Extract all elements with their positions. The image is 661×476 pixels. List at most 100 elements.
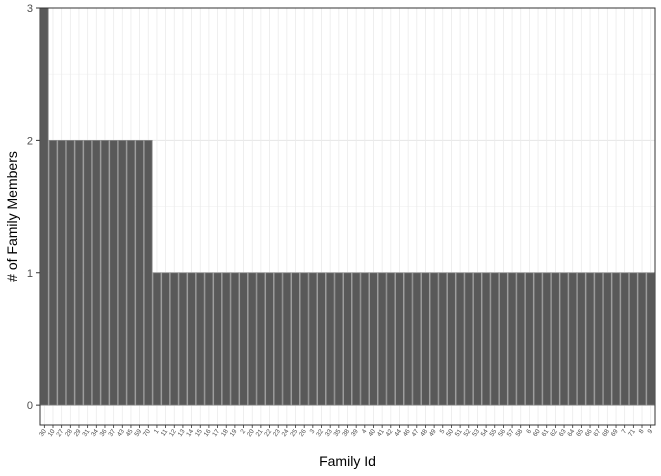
x-tick-label: 12 — [168, 428, 178, 438]
bar — [542, 272, 552, 406]
bars-layer — [40, 7, 655, 406]
x-tick-label: 59 — [133, 428, 143, 438]
x-tick-label: 25 — [289, 428, 299, 438]
bar — [291, 272, 300, 406]
x-tick-label: 45 — [125, 428, 135, 438]
bar — [83, 139, 92, 406]
x-axis-title: Family Id — [319, 453, 376, 469]
bar — [48, 139, 58, 406]
bar — [551, 272, 560, 406]
x-tick-label: 33 — [324, 428, 334, 438]
bar — [195, 272, 205, 406]
x-tick-label: 17 — [211, 428, 221, 438]
x-tick-label: 42 — [385, 428, 395, 438]
bar — [533, 272, 543, 406]
x-tick-label: 43 — [116, 428, 126, 438]
x-tick-label: 8 — [638, 428, 646, 435]
bar — [412, 272, 422, 406]
bar — [265, 272, 274, 406]
x-tick-label: 1 — [153, 428, 161, 435]
bar — [325, 272, 335, 406]
bar — [525, 272, 534, 406]
bar — [256, 272, 266, 406]
x-tick-label: 34 — [90, 428, 100, 438]
bar — [369, 272, 378, 406]
bar — [429, 272, 439, 406]
x-tick-label: 46 — [402, 428, 412, 438]
x-tick-label: 58 — [514, 428, 524, 438]
bar — [603, 272, 612, 406]
x-tick-label: 40 — [367, 428, 377, 438]
bar — [421, 272, 430, 406]
bar — [351, 272, 361, 406]
bar — [577, 272, 586, 406]
x-tick-label: 47 — [411, 428, 421, 438]
bar — [273, 272, 283, 406]
bar — [473, 272, 482, 406]
x-tick-label: 51 — [454, 428, 464, 438]
bar — [74, 139, 84, 406]
bar — [507, 272, 517, 406]
x-tick-label: 26 — [298, 428, 308, 438]
x-tick-label: 2 — [239, 428, 247, 435]
x-tick-label: 35 — [333, 428, 343, 438]
bar — [559, 272, 569, 406]
x-tick-label: 6 — [525, 428, 533, 435]
bar — [100, 139, 110, 406]
x-tick-label: 48 — [419, 428, 429, 438]
bar — [611, 272, 621, 406]
x-tick-label: 65 — [575, 428, 585, 438]
x-tick-label: 71 — [627, 428, 637, 438]
bar — [455, 272, 465, 406]
x-tick-label: 15 — [194, 428, 204, 438]
y-axis-title: # of Family Members — [4, 151, 20, 282]
bar — [403, 272, 413, 406]
y-tick-label: 0 — [27, 400, 33, 412]
y-tick-label: 1 — [27, 268, 33, 280]
x-tick-label: 20 — [246, 428, 256, 438]
bar — [620, 272, 629, 406]
bar — [178, 272, 188, 406]
x-tick-label: 11 — [160, 428, 170, 438]
bar — [568, 272, 578, 406]
bar — [152, 272, 162, 406]
x-tick-label: 19 — [229, 428, 239, 438]
x-tick-label: 54 — [480, 428, 490, 438]
x-tick-label: 70 — [142, 428, 152, 438]
bar — [343, 272, 352, 406]
bar — [282, 272, 292, 406]
x-tick-label: 28 — [64, 428, 74, 438]
bar — [516, 272, 526, 406]
bar — [308, 272, 318, 406]
x-tick-label: 32 — [315, 428, 325, 438]
bar — [317, 272, 326, 406]
y-tick-label: 3 — [27, 3, 33, 15]
bar — [221, 272, 231, 406]
x-tick-label: 38 — [341, 428, 351, 438]
x-tick-label: 66 — [584, 428, 594, 438]
x-tick-label: 36 — [99, 428, 109, 438]
bar — [299, 272, 309, 406]
bar — [646, 272, 655, 406]
y-axis: 0 1 2 3 — [27, 3, 40, 412]
x-tick-label: 53 — [471, 428, 481, 438]
x-tick-label: 69 — [610, 428, 620, 438]
x-tick-label: 31 — [81, 428, 91, 438]
x-tick-label: 62 — [549, 428, 559, 438]
bar — [204, 272, 214, 406]
x-tick-label: 29 — [73, 428, 83, 438]
x-tick-label: 55 — [489, 428, 499, 438]
bar — [438, 272, 448, 406]
x-tick-label: 3 — [309, 428, 317, 435]
y-tick-label: 2 — [27, 135, 33, 147]
x-tick-label: 37 — [107, 428, 117, 438]
x-tick-label: 18 — [220, 428, 230, 438]
bar — [187, 272, 196, 406]
bar — [386, 272, 396, 406]
bar — [481, 272, 491, 406]
bar — [109, 139, 118, 406]
x-tick-label: 22 — [263, 428, 273, 438]
bar — [230, 272, 240, 406]
